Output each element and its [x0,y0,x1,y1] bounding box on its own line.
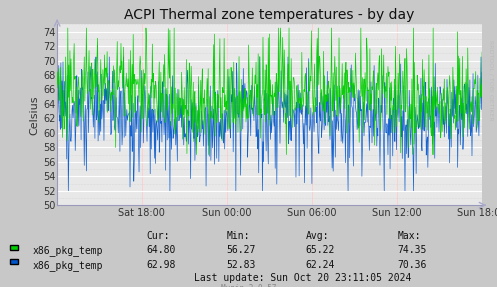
Title: ACPI Thermal zone temperatures - by day: ACPI Thermal zone temperatures - by day [124,8,415,22]
Y-axis label: Celsius: Celsius [29,95,39,135]
Text: 62.24: 62.24 [306,260,335,270]
Text: Max:: Max: [398,231,421,241]
Text: RRDTOOL / TOBI OETIKER: RRDTOOL / TOBI OETIKER [488,40,493,121]
Text: x86_pkg_temp: x86_pkg_temp [32,260,103,271]
Text: 56.27: 56.27 [226,245,255,255]
Text: x86_pkg_temp: x86_pkg_temp [32,245,103,256]
Text: Avg:: Avg: [306,231,329,241]
Text: 74.35: 74.35 [398,245,427,255]
Text: 65.22: 65.22 [306,245,335,255]
Text: 70.36: 70.36 [398,260,427,270]
Text: 62.98: 62.98 [147,260,176,270]
Text: 64.80: 64.80 [147,245,176,255]
Text: 52.83: 52.83 [226,260,255,270]
Text: Munin 2.0.57: Munin 2.0.57 [221,284,276,287]
Text: Cur:: Cur: [147,231,170,241]
Text: Min:: Min: [226,231,249,241]
Text: Last update: Sun Oct 20 23:11:05 2024: Last update: Sun Oct 20 23:11:05 2024 [194,273,411,283]
